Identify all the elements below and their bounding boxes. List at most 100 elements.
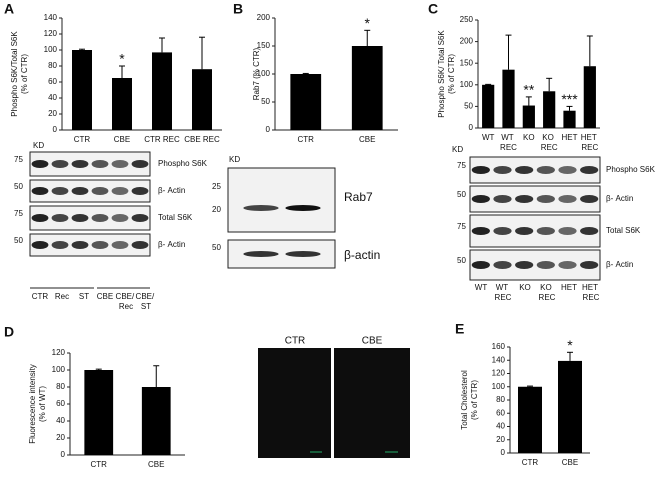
blot-band [71,214,89,222]
blot-row [29,233,151,257]
blot-band [131,214,149,222]
lane-label: CBE/ ST [136,292,157,311]
blot-band [515,166,534,174]
y-axis-label: (% of WT) [38,386,47,422]
x-tick-label: CTR [91,460,108,469]
blot-band [91,160,109,168]
panel-letter: E [455,321,464,337]
bar [583,66,596,128]
blot-band [111,241,129,249]
x-tick-label: CTR REC [144,135,180,144]
blot-band [493,261,512,269]
panel-letter: D [4,324,14,340]
blot-row [29,151,151,177]
blot-band [493,166,512,174]
blot-band [515,195,534,203]
blot-band [471,195,490,203]
kd-marker: 50 [14,182,23,191]
lane-label: CBE/ Rec [116,292,137,311]
x-tick-label: KO [523,133,535,142]
blot-band [493,195,512,203]
blot-band [285,205,321,211]
bar [518,386,542,453]
protein-label: β- Actin [606,194,633,203]
blot-band [580,166,599,174]
blot-band [31,214,49,222]
significance-mark: * [567,337,573,353]
y-tick-label: 20 [48,109,57,118]
y-tick-label: 120 [492,369,506,378]
y-axis-label: Total Cholesterol [460,370,469,430]
blot-band [31,187,49,195]
blot-band [471,227,490,235]
y-tick-label: 160 [492,342,506,351]
bar [558,360,582,453]
y-tick-label: 80 [496,395,505,404]
kd-marker: 50 [457,190,466,199]
bar [290,74,322,130]
bar [84,370,114,455]
lane-label: HET REC [582,283,600,302]
y-tick-label: 60 [56,399,65,408]
blot-band [111,187,129,195]
blot-band [515,227,534,235]
significance-mark: * [119,51,125,67]
blot-band [91,241,109,249]
blot-band [51,187,69,195]
kd-label: KD [33,141,44,150]
lane-label: ST [79,292,89,301]
y-axis-label: Fluorescence intensity [28,364,37,444]
y-axis-label: Phospho S6K/Total S6K [10,31,19,117]
blot-band [580,195,599,203]
protein-label: Phospho S6K [158,159,208,168]
y-tick-label: 60 [48,77,57,86]
kd-marker: 25 [212,182,221,191]
kd-marker: 75 [457,222,466,231]
bar [112,78,132,130]
y-tick-label: 20 [496,435,505,444]
blot-band [31,160,49,168]
blot-band [580,227,599,235]
blot-row [29,205,151,231]
y-tick-label: 80 [48,61,57,70]
micrograph-label: CBE [362,336,383,347]
bar [72,50,92,130]
micrograph-label: CTR [285,336,306,347]
bar [152,52,172,130]
y-tick-label: 20 [56,433,65,442]
y-tick-label: 120 [44,29,58,38]
blot-band [536,195,555,203]
x-tick-label: HET REC [581,133,599,152]
x-tick-label: WT [482,133,495,142]
y-tick-label: 250 [460,15,474,24]
lane-label: CTR [32,292,49,301]
blot-band [31,241,49,249]
blot-band [131,241,149,249]
blot-band [71,241,89,249]
blot-band [558,195,577,203]
bar [502,69,515,128]
blot-row [469,156,601,184]
y-tick-label: 50 [464,102,473,111]
y-axis-label: (% of CTR) [470,380,479,420]
kd-label: KD [229,155,240,164]
blot-band [111,160,129,168]
protein-label: Phospho S6K [606,165,656,174]
blot-band [131,160,149,168]
y-tick-label: 150 [460,58,474,67]
y-tick-label: 50 [261,97,270,106]
protein-label: β- Actin [158,240,185,249]
lane-label: KO REC [539,283,556,302]
significance-mark: ** [523,82,534,98]
x-tick-label: KO REC [541,133,558,152]
x-tick-label: CBE [562,458,578,467]
lane-label: WT [475,283,488,292]
kd-marker: 50 [457,256,466,265]
kd-marker: 50 [14,236,23,245]
blot-band [243,205,279,211]
blot-band [131,187,149,195]
protein-label: Rab7 [344,190,373,204]
bar [522,105,535,128]
lane-label: CBE [97,292,113,301]
